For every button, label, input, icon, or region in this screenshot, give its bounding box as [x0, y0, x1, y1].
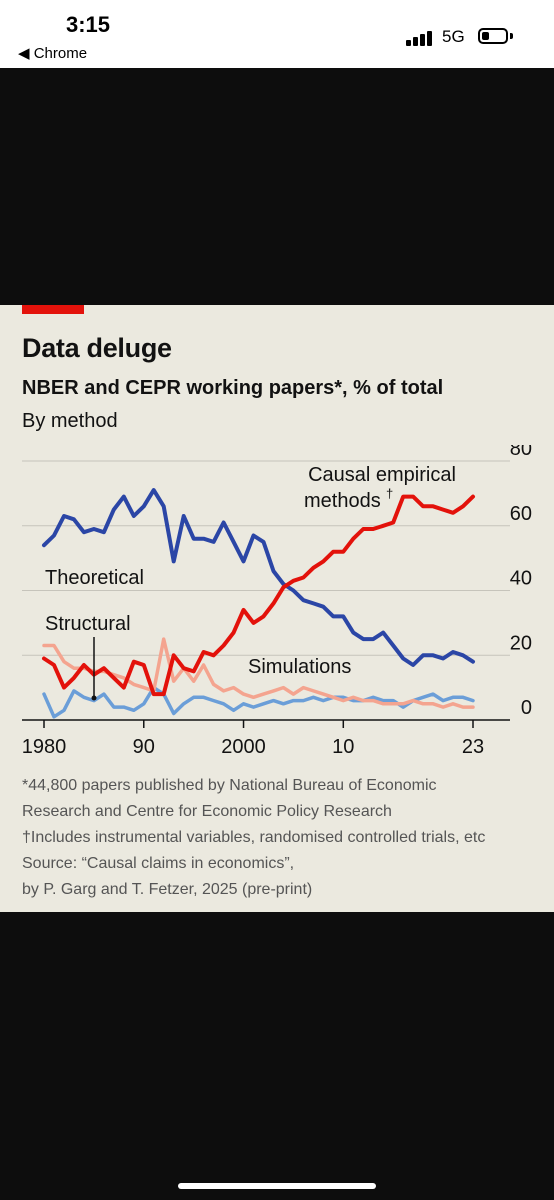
y-tick-label-60: 60 [510, 503, 532, 525]
status-bar: 3:15 ◀ Chrome 5G [0, 0, 554, 68]
footnotes: *44,800 papers published by National Bur… [22, 773, 542, 903]
series-line-simulations [42, 637, 475, 709]
battery-tip-icon [510, 33, 513, 39]
series-line-structural [42, 685, 475, 719]
series-line-causal-empirical-methods [42, 494, 475, 697]
status-time: 3:15 [66, 12, 111, 37]
x-tick-label-2000: 2000 [221, 736, 266, 758]
annotation-causal-line2: methods [304, 490, 381, 512]
chart-title: Data deluge [22, 333, 172, 363]
x-tick-label-2023: 23 [462, 736, 484, 758]
battery-icon [478, 28, 508, 44]
annotation-theoretical: Theoretical [45, 567, 144, 589]
signal-icon [406, 30, 438, 46]
annotation-simulations: Simulations [248, 656, 351, 678]
footnote-2: Research and Centre for Economic Policy … [22, 803, 392, 820]
y-tick-label-80: 80 [510, 445, 532, 460]
footnote-1: *44,800 papers published by National Bur… [22, 777, 437, 794]
footnote-5: by P. Garg and T. Fetzer, 2025 (pre-prin… [22, 881, 313, 898]
y-tick-label-0: 0 [521, 697, 532, 719]
annotation-causal-line1: Causal empirical [308, 464, 456, 486]
x-tick-label-1990: 90 [133, 736, 155, 758]
annotation-causal-dagger: † [386, 486, 393, 501]
annotation-structural: Structural [45, 613, 131, 635]
footnote-3: †Includes instrumental variables, random… [22, 829, 486, 846]
structural-pointer-dot [91, 695, 97, 701]
y-tick-label-40: 40 [510, 568, 532, 590]
footnote-4: Source: “Causal claims in economics”, [22, 855, 295, 872]
red-tag [22, 305, 84, 314]
series-line-theoretical [42, 488, 475, 667]
home-indicator [178, 1183, 376, 1189]
chart-card: Data deluge NBER and CEPR working papers… [0, 305, 554, 912]
y-tick-label-20: 20 [510, 632, 532, 654]
x-tick-label-2010: 10 [332, 736, 354, 758]
x-tick-label-1980: 1980 [22, 736, 67, 758]
network-type: 5G [442, 27, 465, 46]
chart-subtitle: NBER and CEPR working papers*, % of tota… [22, 377, 444, 399]
back-to-chrome-link[interactable]: ◀ Chrome [18, 45, 88, 62]
line-chart: 0 20 40 60 80 1980 90 2000 10 23 Causal empirical… [22, 445, 532, 758]
chart-subsubtitle: By method [22, 410, 118, 432]
